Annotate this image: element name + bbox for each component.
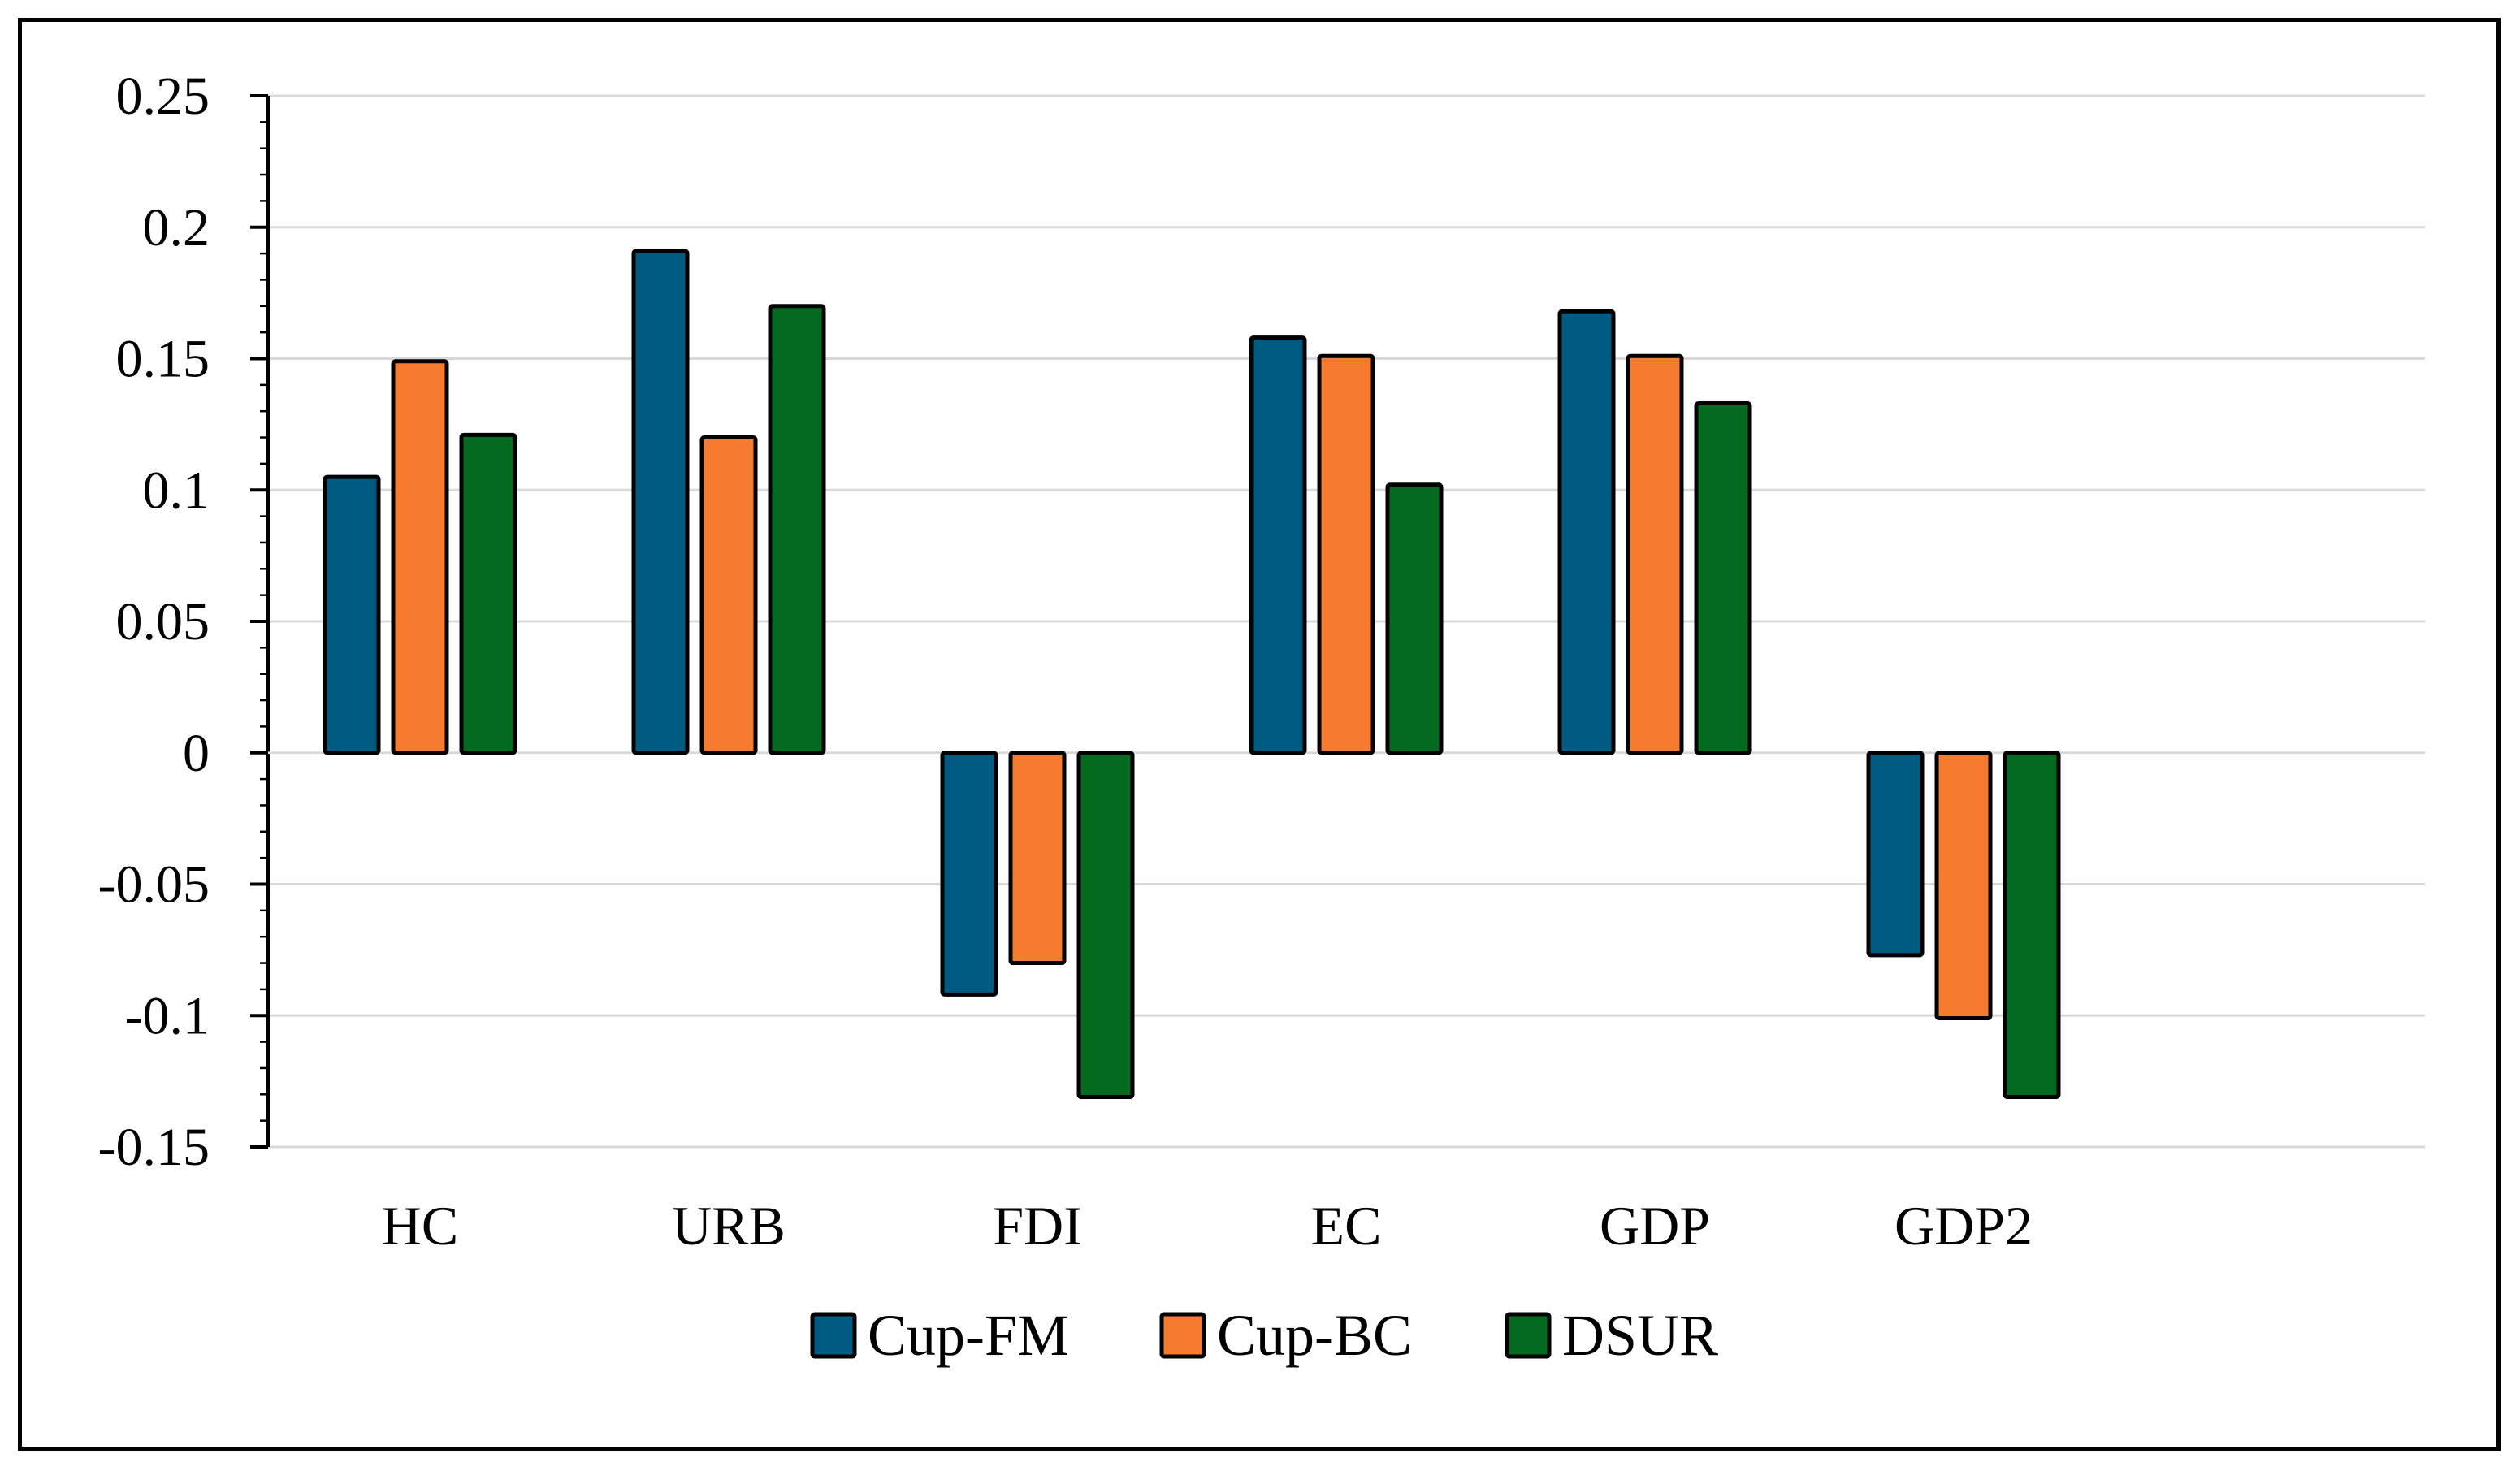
y-tick-label: 0.25 (116, 67, 210, 126)
legend-swatch-cup-fm (810, 1312, 857, 1359)
x-category-label: EC (1311, 1195, 1382, 1257)
y-tick-labels: 0.25 0.2 0.15 0.1 0.05 0 -0.05 -0.1 -0.15 (98, 67, 210, 1177)
y-tick-label: 0.1 (143, 461, 210, 520)
bar-gdp2-dsur (2003, 751, 2061, 1100)
bar-fdi-cup-fm (940, 751, 998, 997)
y-tick-label: 0 (183, 724, 210, 783)
y-tick-label: 0.2 (143, 198, 210, 257)
legend-swatch-dsur (1505, 1312, 1552, 1359)
bar-hc-cup-fm (323, 474, 381, 755)
bar-hc-dsur (459, 432, 517, 755)
bars (323, 249, 2061, 1100)
legend-label-cup-fm: Cup-FM (868, 1303, 1069, 1368)
x-category-label: GDP (1600, 1195, 1710, 1257)
bar-gdp-cup-bc (1626, 353, 1684, 755)
bar-fdi-cup-bc (1008, 751, 1067, 966)
bar-urb-cup-bc (699, 435, 758, 755)
x-category-label: GDP2 (1894, 1195, 2033, 1257)
bar-ec-dsur (1385, 482, 1444, 755)
y-tick-label: 0.15 (116, 330, 210, 389)
bar-gdp-cup-fm (1557, 309, 1616, 755)
y-tick-label: -0.1 (125, 986, 210, 1045)
legend-label-dsur: DSUR (1562, 1303, 1718, 1368)
bar-urb-dsur (768, 304, 826, 755)
x-category-label: FDI (993, 1195, 1082, 1257)
y-tick-label: -0.15 (98, 1118, 210, 1177)
x-category-label: URB (672, 1195, 786, 1257)
bar-fdi-dsur (1076, 751, 1135, 1100)
legend: Cup-FM Cup-BC DSUR (810, 1303, 1718, 1368)
bar-urb-cup-fm (631, 249, 690, 755)
bar-ec-cup-fm (1249, 335, 1307, 755)
bar-gdp2-cup-fm (1866, 751, 1925, 958)
bar-gdp2-cup-bc (1934, 751, 1993, 1020)
bar-gdp-dsur (1694, 400, 1752, 755)
y-tick-label: 0.05 (116, 592, 210, 651)
legend-swatch-cup-bc (1159, 1312, 1206, 1359)
x-category-labels: HC URB FDI EC GDP GDP2 (382, 1195, 2033, 1257)
y-tick-label: -0.05 (98, 855, 210, 915)
legend-label-cup-bc: Cup-BC (1217, 1303, 1412, 1368)
x-category-label: HC (382, 1195, 458, 1257)
bar-hc-cup-bc (391, 359, 449, 755)
bar-ec-cup-bc (1317, 353, 1375, 755)
